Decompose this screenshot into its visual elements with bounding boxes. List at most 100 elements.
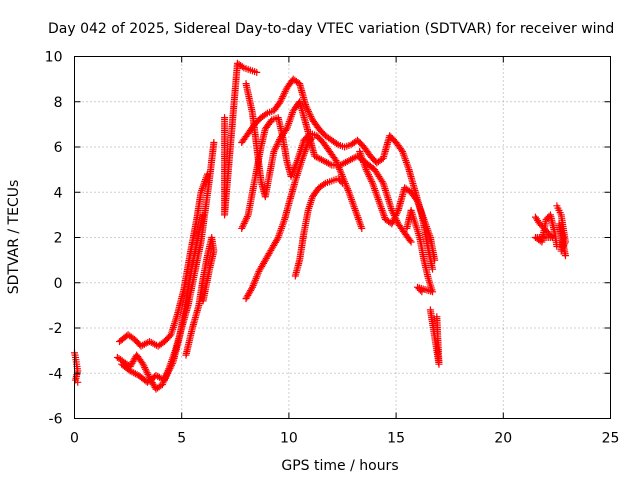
series-track-m	[403, 206, 437, 296]
data-point	[164, 368, 172, 376]
data-point	[168, 361, 176, 369]
data-point	[165, 366, 173, 374]
data-point	[364, 169, 372, 177]
data-point	[272, 142, 280, 150]
data-point	[210, 138, 218, 146]
data-point	[367, 176, 375, 184]
x-tick-label: 15	[387, 431, 405, 447]
x-tick-label: 5	[177, 431, 186, 447]
data-point	[397, 146, 405, 154]
y-tick-label: -4	[49, 366, 63, 382]
y-tick-label: 0	[54, 276, 63, 292]
data-point	[308, 134, 316, 142]
series-track-l	[356, 148, 439, 264]
y-tick-label: 8	[54, 95, 63, 111]
data-point	[273, 141, 281, 149]
data-point	[339, 179, 346, 187]
data-layer	[71, 59, 569, 393]
data-point	[303, 104, 311, 112]
series-track-c	[116, 170, 211, 350]
data-point	[164, 369, 172, 377]
data-point	[199, 297, 207, 305]
data-point	[393, 208, 401, 216]
series-track-a	[71, 349, 82, 386]
data-point	[144, 370, 152, 378]
series-track-h	[238, 114, 366, 232]
data-point	[203, 170, 211, 178]
series-track-e	[182, 234, 218, 359]
data-point	[141, 364, 149, 372]
data-point	[418, 288, 426, 296]
x-tick-label: 25	[602, 431, 620, 447]
data-point	[388, 220, 396, 228]
data-point	[429, 265, 437, 273]
data-point	[306, 111, 314, 119]
data-point	[304, 106, 312, 114]
data-point	[239, 223, 247, 231]
data-point	[242, 216, 250, 224]
data-point	[378, 178, 386, 186]
data-point	[307, 135, 315, 143]
data-point	[333, 140, 341, 148]
series-track-g	[238, 75, 437, 273]
data-point	[274, 139, 282, 147]
y-tick-label: -2	[49, 321, 63, 337]
data-point	[167, 363, 175, 371]
series-track-n	[426, 306, 443, 368]
series-track-d	[118, 211, 207, 386]
y-tick-label: 2	[54, 231, 63, 247]
data-point	[320, 180, 328, 188]
data-point	[389, 218, 397, 226]
y-tick-label: 4	[54, 185, 63, 201]
series-track-f	[221, 59, 261, 219]
data-point	[271, 146, 279, 154]
data-point	[140, 362, 148, 370]
data-point	[358, 224, 366, 232]
grid-layer	[74, 56, 611, 419]
data-point	[553, 243, 561, 251]
y-tick-label: 10	[45, 50, 63, 66]
x-tick-label: 20	[494, 431, 512, 447]
data-point	[366, 174, 374, 182]
data-point	[276, 98, 284, 106]
data-point	[561, 252, 569, 260]
y-axis-label: SDTVAR / TECUs	[6, 180, 22, 295]
data-point	[161, 376, 169, 384]
data-point	[304, 107, 312, 115]
data-point	[240, 219, 248, 227]
series-track-b	[113, 138, 218, 393]
series-track-o	[531, 211, 561, 251]
series-track-k	[291, 175, 346, 280]
data-point	[163, 371, 171, 379]
data-point	[168, 360, 176, 368]
y-tick-label: 6	[54, 140, 63, 156]
data-point	[362, 166, 370, 174]
data-point	[277, 96, 285, 104]
data-point	[239, 221, 247, 229]
data-point	[337, 178, 345, 186]
data-point	[142, 367, 150, 375]
data-point	[433, 313, 441, 321]
data-point	[262, 110, 270, 118]
data-point	[272, 144, 279, 152]
data-point	[273, 235, 281, 243]
data-point	[407, 238, 415, 246]
data-point	[416, 286, 424, 294]
data-point	[302, 102, 310, 110]
data-point	[390, 215, 398, 223]
data-point	[238, 63, 246, 71]
data-point	[243, 214, 251, 222]
data-point	[241, 218, 249, 226]
chart-title: Day 042 of 2025, Sidereal Day-to-day VTE…	[48, 21, 614, 37]
data-point	[393, 210, 401, 218]
data-point	[365, 172, 373, 180]
data-point	[412, 196, 420, 204]
data-point	[391, 213, 399, 221]
x-axis-label: GPS time / hours	[281, 458, 398, 474]
data-point	[199, 211, 207, 219]
data-point	[389, 217, 397, 225]
series-track-i	[242, 80, 415, 246]
data-point	[368, 178, 376, 186]
data-point	[270, 148, 278, 156]
